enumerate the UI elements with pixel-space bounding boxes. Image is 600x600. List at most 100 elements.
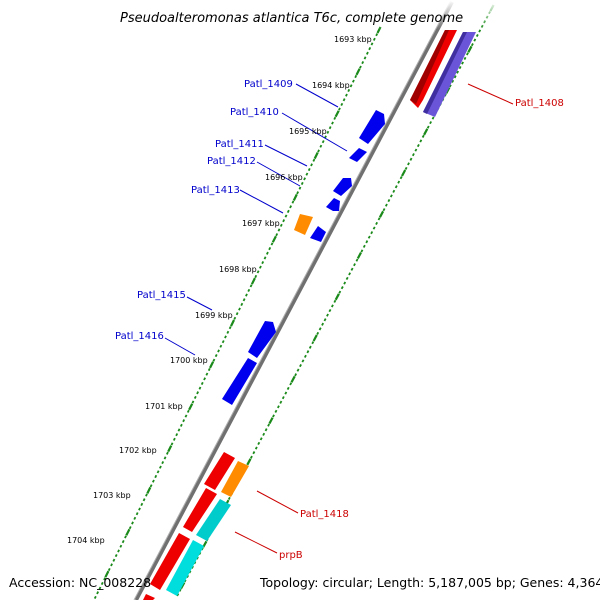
track-tick	[375, 221, 378, 226]
gene-patl1410[interactable]	[349, 148, 367, 162]
gene-label-patl1412[interactable]: Patl_1412	[207, 156, 256, 167]
gene-patl1413-orange[interactable]	[294, 214, 313, 235]
gene-label-patl1418[interactable]: Patl_1418	[300, 509, 349, 520]
track-tick	[104, 570, 110, 578]
track-tick	[308, 345, 312, 349]
track-tick	[326, 130, 330, 134]
track-tick	[242, 298, 246, 302]
track-tick	[423, 128, 429, 136]
track-tick	[389, 194, 393, 198]
map-title: Pseudoalteromonas atlantica T6c, complet…	[120, 11, 463, 26]
track-tick	[331, 304, 334, 308]
gene-red-lower-1[interactable]	[204, 452, 235, 490]
track-tick	[119, 544, 123, 548]
track-tick	[350, 267, 354, 271]
gene-label-patl1413[interactable]: Patl_1413	[191, 185, 240, 196]
gene-red-lower-3[interactable]	[150, 533, 190, 590]
track-tick	[161, 460, 165, 465]
track-tick	[186, 409, 190, 413]
gene-features[interactable]	[143, 30, 476, 600]
track-tick	[110, 563, 113, 567]
gene-label-patl1408[interactable]: Patl_1408	[515, 98, 564, 109]
track-tick	[378, 210, 385, 218]
track-tick	[412, 153, 415, 157]
track-tick	[207, 368, 211, 372]
track-tick	[404, 166, 408, 171]
track-tick	[191, 400, 195, 404]
gene-red-lower-4[interactable]	[143, 594, 155, 600]
track-tick	[333, 116, 337, 120]
track-tick	[286, 386, 290, 391]
gene-label-patl1416[interactable]: Patl_1416	[115, 331, 164, 342]
leader-lines	[164, 83, 514, 554]
gene-labels: Patl_1409 Patl_1410 Patl_1411 Patl_1412 …	[115, 79, 564, 561]
gene-label-patl1411[interactable]: Patl_1411	[215, 139, 264, 150]
track-tick	[296, 368, 300, 372]
track-tick	[298, 186, 302, 190]
gene-red-lower-2[interactable]	[183, 488, 217, 532]
track-tick	[124, 535, 127, 539]
track-tick	[284, 391, 288, 395]
kbp-tick: 1701 kbp	[145, 402, 183, 411]
kbp-tick: 1703 kbp	[93, 491, 131, 500]
kbp-tick: 1702 kbp	[119, 446, 157, 455]
track-tick	[377, 217, 381, 221]
track-tick	[392, 189, 396, 193]
track-tick	[305, 172, 309, 176]
track-tick	[121, 539, 125, 544]
gene-patl1409[interactable]	[359, 110, 385, 144]
track-tick	[319, 144, 323, 148]
track-tick	[252, 451, 256, 455]
track-tick	[266, 251, 269, 255]
gene-label-patl1410[interactable]: Patl_1410	[230, 107, 279, 118]
track-tick	[323, 318, 327, 322]
gene-prpb[interactable]	[196, 499, 231, 541]
track-tick	[261, 260, 265, 265]
track-tick	[429, 121, 432, 125]
gene-patl1408-purple[interactable]	[423, 32, 476, 117]
track-tick	[196, 391, 199, 395]
track-tick	[397, 180, 401, 184]
gene-label-patl1409[interactable]: Patl_1409	[244, 79, 293, 90]
gene-patl1415[interactable]	[248, 321, 276, 358]
track-tick	[170, 442, 174, 446]
track-tick	[250, 277, 256, 285]
track-tick	[367, 235, 371, 239]
track-tick	[318, 327, 322, 331]
track-tick	[233, 316, 237, 320]
track-tick	[401, 169, 407, 177]
track-tick	[100, 581, 104, 585]
gene-patl1416[interactable]	[222, 358, 257, 405]
track-tick	[186, 574, 189, 579]
track-tick	[347, 88, 351, 92]
gene-label-patl1415[interactable]: Patl_1415	[137, 290, 186, 301]
track-tick	[473, 38, 477, 42]
kbp-tick: 1696 kbp	[265, 173, 303, 182]
gene-cyan-lower[interactable]	[166, 540, 204, 596]
track-tick	[175, 433, 179, 437]
gene-patl1413[interactable]	[310, 226, 326, 242]
track-tick	[363, 56, 367, 60]
track-tick	[382, 208, 386, 212]
track-tick	[372, 226, 376, 230]
track-tick	[179, 423, 183, 427]
track-tick	[385, 203, 388, 207]
gene-patl1412[interactable]	[326, 198, 340, 211]
track-tick	[274, 409, 278, 413]
track-tick	[163, 456, 167, 460]
track-tick	[219, 344, 223, 348]
gene-label-prpb[interactable]: prpB	[279, 550, 303, 561]
accession-text: Accession: NC_008228	[9, 575, 151, 590]
track-tick	[227, 496, 231, 501]
track-tick	[328, 308, 332, 313]
track-tick	[224, 335, 227, 339]
track-tick	[209, 361, 215, 369]
track-tick	[289, 205, 292, 209]
gene-patl1418[interactable]	[221, 461, 249, 497]
track-tick	[154, 474, 158, 479]
track-tick	[142, 498, 146, 502]
track-tick	[281, 396, 285, 400]
track-tick	[277, 228, 281, 232]
gene-patl1411[interactable]	[333, 178, 352, 196]
track-tick	[345, 93, 348, 97]
